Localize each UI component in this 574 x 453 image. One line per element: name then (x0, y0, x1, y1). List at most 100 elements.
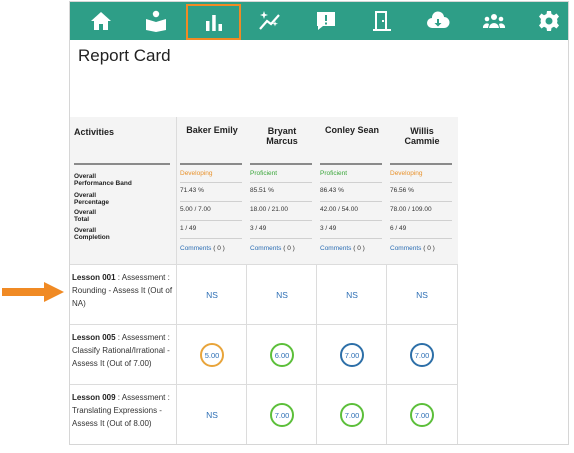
score-cell[interactable]: 7.00 (387, 385, 457, 445)
metric-label-completion: Overall Completion (74, 227, 110, 241)
score-cell[interactable]: 7.00 (317, 325, 387, 385)
page-title: Report Card (78, 46, 171, 65)
lesson-label[interactable]: Lesson 009 : Assessment : Translating Ex… (72, 393, 170, 428)
divider (74, 163, 170, 165)
overall-percentage: 76.56 % (390, 187, 414, 194)
nav-reports[interactable] (186, 4, 241, 40)
divider (390, 238, 452, 239)
grid-line (386, 264, 387, 444)
score-circle: 6.00 (270, 343, 294, 367)
lesson-label[interactable]: Lesson 001 : Assessment : Rounding - Ass… (72, 273, 173, 308)
divider (250, 201, 312, 202)
grid-line (176, 117, 177, 444)
divider (390, 182, 452, 183)
score-ns: NS (206, 290, 218, 300)
nav-download[interactable] (410, 2, 465, 40)
score-cell[interactable]: 5.00 (177, 325, 247, 385)
message-alert-icon (316, 12, 335, 30)
table-row: Lesson 001 : Assessment : Rounding - Ass… (70, 264, 458, 325)
lesson-label[interactable]: Lesson 005 : Assessment : Classify Ratio… (72, 333, 170, 368)
overall-total: 5.00 / 7.00 (180, 206, 211, 213)
nav-settings[interactable] (521, 2, 574, 40)
comments-link[interactable]: Comments ( 0 ) (180, 245, 225, 252)
divider (180, 182, 242, 183)
divider (250, 220, 312, 221)
score-cell[interactable]: 6.00 (247, 325, 317, 385)
score-ns: NS (416, 290, 428, 300)
student-name[interactable]: Conley Sean (324, 125, 380, 135)
overall-completion: 3 / 49 (320, 225, 337, 232)
divider (390, 201, 452, 202)
student-name[interactable]: Willis Cammie (404, 126, 440, 146)
score-ns: NS (206, 410, 218, 420)
divider (320, 201, 382, 202)
table-row: Lesson 005 : Assessment : Classify Ratio… (70, 324, 458, 385)
settings-gear-icon (538, 11, 559, 31)
divider (180, 220, 242, 221)
book-reader-icon (145, 10, 166, 32)
overall-completion: 3 / 49 (250, 225, 267, 232)
score-cell[interactable]: 7.00 (247, 385, 317, 445)
score-circle: 7.00 (270, 403, 294, 427)
metric-label-band: Overall Performance Band (74, 173, 132, 187)
divider (320, 238, 382, 239)
score-cell[interactable]: 7.00 (317, 385, 387, 445)
score-cell[interactable]: NS (317, 265, 387, 325)
home-icon (90, 12, 111, 30)
door-exit-icon (372, 11, 391, 31)
overall-total: 42.00 / 54.00 (320, 206, 358, 213)
divider (180, 238, 242, 239)
nav-users[interactable] (466, 2, 521, 40)
score-cell[interactable]: NS (177, 385, 247, 445)
comments-link[interactable]: Comments ( 0 ) (320, 245, 365, 252)
score-ns: NS (276, 290, 288, 300)
nav-learn[interactable] (128, 2, 183, 40)
score-cell[interactable]: NS (247, 265, 317, 325)
divider (320, 220, 382, 221)
table-row: Lesson 009 : Assessment : Translating Ex… (70, 384, 458, 445)
overall-total: 78.00 / 109.00 (390, 206, 432, 213)
divider (320, 163, 382, 165)
overall-completion: 1 / 49 (180, 225, 197, 232)
callout-arrow-icon (2, 282, 64, 302)
overall-percentage: 86.43 % (320, 187, 344, 194)
student-header: Bryant Marcus Proficient 85.51 % 18.00 /… (247, 117, 317, 264)
grid-line (457, 264, 458, 444)
comments-link[interactable]: Comments ( 0 ) (250, 245, 295, 252)
divider (180, 201, 242, 202)
users-group-icon (482, 14, 505, 28)
student-header: Conley Sean Proficient 86.43 % 42.00 / 5… (317, 117, 387, 264)
student-name[interactable]: Bryant Marcus (266, 126, 298, 146)
grid-line (246, 264, 247, 444)
nav-messages[interactable] (298, 2, 353, 40)
comments-link[interactable]: Comments ( 0 ) (390, 245, 435, 252)
score-ns: NS (346, 290, 358, 300)
overall-percentage: 71.43 % (180, 187, 204, 194)
student-name[interactable]: Baker Emily (186, 125, 238, 135)
performance-band: Developing (180, 170, 213, 177)
cloud-download-icon (426, 11, 449, 28)
divider (250, 182, 312, 183)
divider (390, 220, 452, 221)
metric-label-percentage: Overall Percentage (74, 192, 110, 206)
overall-completion: 6 / 49 (390, 225, 407, 232)
score-circle: 7.00 (340, 403, 364, 427)
activities-header: Activities Overall Performance Band Overa… (70, 117, 176, 264)
score-cell[interactable]: NS (387, 265, 457, 325)
divider (250, 238, 312, 239)
score-circle: 7.00 (340, 343, 364, 367)
nav-home[interactable] (73, 2, 128, 40)
score-cell[interactable]: NS (177, 265, 247, 325)
activities-label: Activities (74, 127, 115, 137)
student-header: Baker Emily Developing 71.43 % 5.00 / 7.… (177, 117, 247, 264)
performance-band: Proficient (320, 170, 348, 177)
divider (390, 163, 452, 165)
nav-exit[interactable] (354, 2, 409, 40)
nav-progress[interactable] (242, 2, 297, 40)
performance-band: Proficient (250, 170, 278, 177)
score-circle: 5.00 (200, 343, 224, 367)
top-nav-bar (70, 2, 568, 40)
score-cell[interactable]: 7.00 (387, 325, 457, 385)
bar-chart-icon (205, 15, 222, 31)
divider (180, 163, 242, 165)
